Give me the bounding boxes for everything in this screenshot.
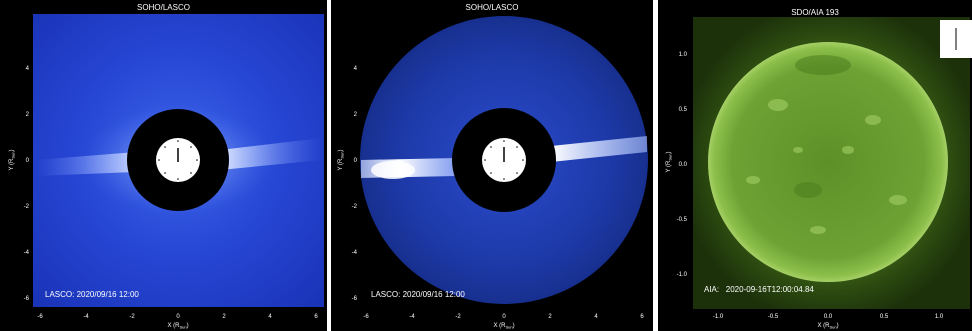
y-axis-ticks: 4 2 0 -2 -4 -6 (24, 66, 30, 302)
y-tick: 2 (26, 112, 30, 118)
y-tick: 1.0 (679, 52, 688, 58)
timestamp: AIA: 2020-09-16T12:00:04.84 (704, 285, 814, 294)
y-tick: 4 (354, 66, 358, 72)
x-axis-label: X (RSun) (817, 323, 838, 330)
y-axis-label: Y (RSun) (9, 149, 16, 170)
x-tick: -2 (455, 314, 461, 320)
y-tick: -1.0 (677, 272, 688, 278)
x-axis-ticks: -6 -4 -2 0 2 4 6 (37, 314, 318, 320)
timestamp: LASCO: 2020/09/16 12:00 (45, 290, 139, 299)
panel-title: SOHO/LASCO (465, 3, 519, 12)
aia-193-image: -1.0 -0.5 0.0 0.5 1.0 1.0 0.5 0.0 -0.5 -… (666, 17, 972, 330)
y-tick: -6 (24, 296, 30, 302)
x-axis-label: X (RSun) (493, 323, 514, 330)
x-tick: 2 (222, 314, 226, 320)
lasco-c3-panel: -6 -4 -2 0 2 4 6 4 2 0 -2 -4 -6 X (RSun)… (0, 0, 327, 331)
y-tick: -2 (24, 204, 30, 210)
solar-disk (708, 42, 948, 282)
y-tick: -2 (352, 204, 358, 210)
x-tick: 4 (268, 314, 272, 320)
aia-193-panel: -1.0 -0.5 0.0 0.5 1.0 1.0 0.5 0.0 -0.5 -… (658, 0, 972, 331)
y-axis-label: Y (RSun) (338, 149, 345, 170)
x-tick: 6 (640, 314, 644, 320)
y-tick: -4 (24, 250, 30, 256)
x-tick: 4 (594, 314, 598, 320)
y-tick: -6 (352, 296, 358, 302)
y-tick: 0 (354, 158, 358, 164)
y-axis-ticks: 1.0 0.5 0.0 -0.5 -1.0 (677, 52, 688, 278)
x-tick: -1.0 (713, 314, 724, 320)
x-tick: -6 (37, 314, 43, 320)
x-tick: 6 (314, 314, 318, 320)
y-tick: 0.5 (679, 107, 688, 113)
y-axis-ticks: 4 2 0 -2 -4 -6 (352, 66, 358, 302)
y-tick: -4 (352, 250, 358, 256)
x-tick: -2 (129, 314, 135, 320)
x-axis-label: X (RSun) (167, 323, 188, 330)
lasco-c2-panel: -6 -4 -2 0 2 4 6 4 2 0 -2 -4 -6 X (RSun)… (331, 0, 653, 331)
y-tick: 2 (354, 112, 358, 118)
panel-title: SOHO/LASCO (137, 3, 190, 12)
timestamp: LASCO: 2020/09/16 12:00 (371, 290, 465, 299)
lasco-c2-image: -6 -4 -2 0 2 4 6 4 2 0 -2 -4 -6 X (RSun)… (338, 16, 648, 330)
x-tick: 0.5 (880, 314, 889, 320)
lasco-c3-image: -6 -4 -2 0 2 4 6 4 2 0 -2 -4 -6 X (RSun)… (9, 14, 324, 330)
x-tick: 0 (502, 314, 506, 320)
x-tick: -4 (409, 314, 415, 320)
y-tick: -0.5 (677, 217, 688, 223)
y-axis-label: Y (RSun) (666, 151, 673, 172)
x-tick: 1.0 (935, 314, 944, 320)
y-tick: 4 (26, 66, 30, 72)
x-tick: -4 (83, 314, 89, 320)
x-axis-ticks: -1.0 -0.5 0.0 0.5 1.0 (713, 314, 944, 320)
x-tick: 0 (176, 314, 180, 320)
x-tick: -6 (363, 314, 369, 320)
x-tick: 2 (548, 314, 552, 320)
x-tick: -0.5 (768, 314, 779, 320)
y-tick: 0.0 (679, 162, 688, 168)
panel-title: SDO/AIA 193 (791, 8, 839, 17)
y-tick: 0 (26, 158, 30, 164)
x-tick: 0.0 (824, 314, 833, 320)
x-axis-ticks: -6 -4 -2 0 2 4 6 (363, 314, 644, 320)
